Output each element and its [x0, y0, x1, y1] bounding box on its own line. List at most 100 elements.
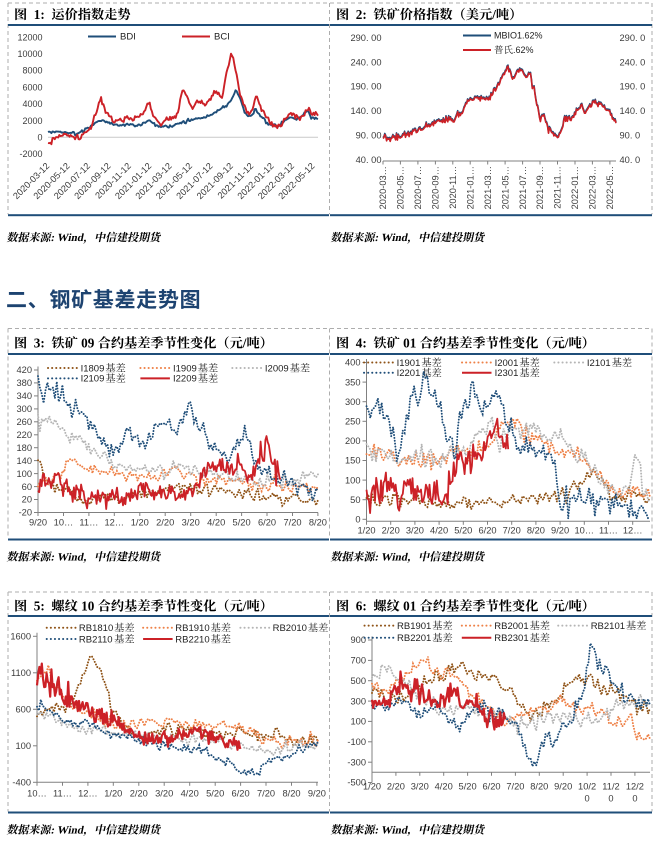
svg-text:0: 0 [355, 515, 360, 525]
svg-text:60: 60 [22, 482, 32, 492]
svg-text:300: 300 [345, 397, 361, 407]
svg-text::: : [50, 552, 56, 564]
svg-text:10/2: 10/2 [578, 782, 596, 792]
svg-text:8/20: 8/20 [530, 782, 548, 792]
svg-text:700: 700 [350, 656, 366, 666]
svg-text:6/20: 6/20 [478, 526, 496, 536]
svg-text:MBIO1.62%: MBIO1.62% [494, 31, 543, 41]
svg-text:2022-05…: 2022-05… [605, 166, 615, 209]
svg-text::: : [50, 825, 56, 837]
svg-text:2/20: 2/20 [156, 518, 174, 528]
svg-text:240. 00: 240. 00 [350, 57, 381, 67]
svg-text:4000: 4000 [22, 99, 42, 109]
svg-text:350: 350 [345, 377, 361, 387]
svg-text:2021-03…: 2021-03… [483, 166, 493, 209]
svg-text:/: / [564, 336, 569, 351]
svg-text:/: / [242, 599, 247, 614]
svg-text:BDI: BDI [120, 32, 136, 43]
svg-text:RB1910: RB1910 [175, 623, 209, 634]
svg-text:220: 220 [16, 430, 32, 440]
svg-text:Wind: Wind [56, 232, 85, 244]
svg-text:2022-01…: 2022-01… [570, 166, 580, 209]
svg-text:BCI: BCI [214, 32, 230, 43]
svg-text:12…: 12… [623, 526, 643, 536]
svg-text:2020-09…: 2020-09… [431, 166, 441, 209]
svg-text:01: 01 [403, 336, 416, 351]
svg-text:0: 0 [37, 133, 42, 143]
svg-text:140. 00: 140. 00 [350, 106, 381, 116]
svg-text:7/20: 7/20 [283, 518, 301, 528]
svg-text:2021-09…: 2021-09… [535, 166, 545, 209]
svg-text:Wind: Wind [56, 552, 85, 564]
svg-text:900: 900 [350, 635, 366, 645]
svg-text:100: 100 [345, 475, 361, 485]
svg-text:3/20: 3/20 [406, 526, 424, 536]
svg-text:200: 200 [345, 436, 361, 446]
svg-text:5/20: 5/20 [233, 518, 251, 528]
svg-text:8/20: 8/20 [309, 518, 327, 528]
svg-text:2:: 2: [356, 7, 367, 22]
svg-text:RB2110: RB2110 [79, 634, 113, 645]
svg-text:10…: 10… [54, 518, 74, 528]
svg-text:7/20: 7/20 [506, 782, 524, 792]
svg-text:Wind: Wind [380, 552, 409, 564]
svg-text:I2001: I2001 [495, 358, 519, 369]
svg-text:9/20: 9/20 [551, 526, 569, 536]
svg-text:50: 50 [350, 495, 360, 505]
svg-text:RB2301: RB2301 [494, 633, 528, 644]
svg-text:140. 0: 140. 0 [620, 106, 646, 116]
svg-text:01: 01 [403, 599, 416, 614]
svg-text:11…: 11… [79, 518, 98, 528]
svg-text:240. 0: 240. 0 [620, 57, 646, 67]
svg-text:10…: 10… [27, 789, 47, 799]
svg-text:-500: -500 [347, 778, 366, 788]
svg-text::: : [374, 825, 380, 837]
svg-text:2021-07…: 2021-07… [518, 166, 528, 209]
svg-text:-100: -100 [347, 737, 366, 747]
svg-text:6/20: 6/20 [482, 782, 500, 792]
svg-text:I2301: I2301 [495, 368, 519, 379]
svg-text:RB2101: RB2101 [591, 621, 625, 632]
svg-text:11…: 11… [53, 789, 72, 799]
svg-text:/: / [564, 599, 569, 614]
svg-text:-20: -20 [19, 508, 32, 518]
svg-text:RB1810: RB1810 [79, 623, 113, 634]
svg-text:90. 00: 90. 00 [356, 131, 382, 141]
svg-text:I1909: I1909 [173, 363, 197, 374]
svg-text:RB2201: RB2201 [397, 633, 431, 644]
svg-text:340: 340 [16, 391, 32, 401]
svg-text:09: 09 [81, 336, 95, 351]
svg-text:1:: 1: [34, 7, 45, 22]
svg-text:10…: 10… [574, 526, 594, 536]
svg-text:10: 10 [81, 599, 95, 614]
svg-text:I2201: I2201 [397, 368, 421, 379]
svg-text:4/20: 4/20 [430, 526, 448, 536]
svg-text:6/20: 6/20 [232, 789, 250, 799]
svg-text:420: 420 [16, 365, 32, 375]
svg-text::: : [374, 232, 380, 244]
svg-text:140: 140 [16, 456, 32, 466]
svg-text:12…: 12… [104, 518, 124, 528]
svg-text:Wind: Wind [56, 825, 85, 837]
svg-text:500: 500 [350, 676, 366, 686]
svg-text:I1809: I1809 [81, 363, 105, 374]
svg-text:9/20: 9/20 [554, 782, 572, 792]
svg-text:RB2010: RB2010 [273, 623, 307, 634]
svg-text:12…: 12… [78, 789, 98, 799]
svg-text:190. 00: 190. 00 [350, 82, 381, 92]
svg-text:5:: 5: [34, 599, 45, 614]
svg-text:250: 250 [345, 417, 361, 427]
svg-text:260: 260 [16, 417, 32, 427]
svg-text:6/20: 6/20 [258, 518, 276, 528]
svg-text:400: 400 [345, 358, 361, 368]
svg-text:12000: 12000 [17, 32, 42, 42]
svg-text:8/20: 8/20 [282, 789, 300, 799]
svg-text:1/20: 1/20 [104, 789, 122, 799]
svg-text:Wind: Wind [380, 825, 409, 837]
svg-text:8/20: 8/20 [527, 526, 545, 536]
svg-text:2/20: 2/20 [130, 789, 148, 799]
svg-text:4/20: 4/20 [435, 782, 453, 792]
svg-text:1/20: 1/20 [357, 526, 375, 536]
svg-text:2021-01…: 2021-01… [465, 166, 475, 209]
svg-text:I1901: I1901 [397, 358, 421, 369]
